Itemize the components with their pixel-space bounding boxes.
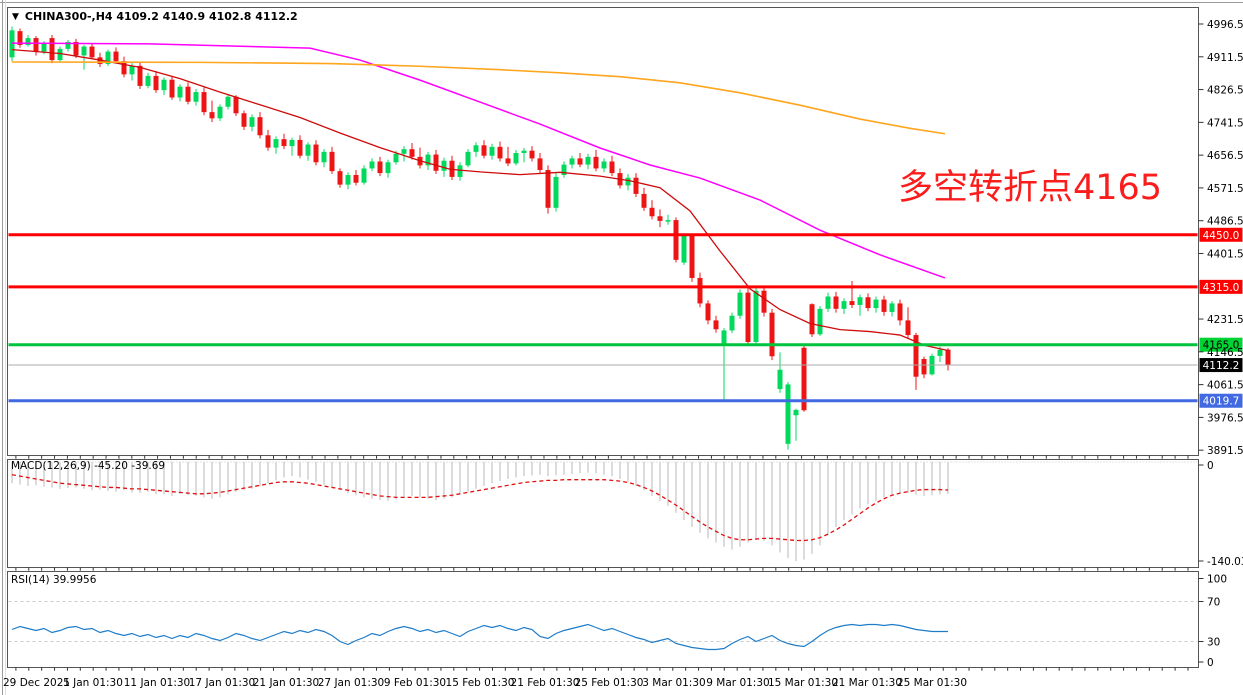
macd-pane-content: 0 -140.03 (8, 460, 1243, 568)
time-label: 25 Mar 01:30 (897, 677, 967, 689)
time-label: 25 Feb 01:30 (575, 677, 644, 689)
svg-text:0: 0 (1207, 657, 1214, 669)
time-label: 21 Mar 01:30 (832, 677, 902, 689)
svg-text:4146.5: 4146.5 (1207, 347, 1243, 359)
svg-text:4315.0: 4315.0 (1203, 282, 1240, 294)
price-badge-4165.0: 4165.0 (1199, 337, 1243, 352)
svg-text:4486.5: 4486.5 (1207, 216, 1243, 228)
svg-text:4826.5: 4826.5 (1207, 85, 1243, 97)
time-label: 21 Jan 01:30 (253, 677, 319, 689)
macd-indicator-label: MACD(12,26,9) -45.20 -39.69 (11, 460, 166, 472)
time-label: 27 Jan 01:30 (318, 677, 384, 689)
time-label: 17 Jan 01:30 (189, 677, 255, 689)
time-label: 29 Dec 2021 (3, 677, 70, 689)
svg-text:4112.2: 4112.2 (1203, 360, 1240, 372)
time-label: 15 Mar 01:30 (768, 677, 838, 689)
svg-text:0: 0 (1207, 460, 1214, 472)
price-badge-4019.7: 4019.7 (1199, 393, 1243, 408)
svg-text:4231.5: 4231.5 (1207, 314, 1243, 326)
rsi-line (11, 623, 948, 651)
window-left-edge (2, 0, 3, 695)
ma-mid-line (11, 42, 946, 279)
svg-text:4571.5: 4571.5 (1207, 183, 1243, 195)
svg-text:70: 70 (1207, 597, 1220, 609)
svg-text:100: 100 (1207, 574, 1227, 586)
svg-text:4450.0: 4450.0 (1203, 230, 1240, 242)
ma-slow-line (11, 61, 946, 135)
tick-ruler-1 (15, 567, 1189, 571)
svg-text:4019.7: 4019.7 (1203, 396, 1240, 408)
time-label: 11 Jan 01:30 (124, 677, 190, 689)
price-badge-4450.0: 4450.0 (1199, 227, 1243, 242)
macd-signal-line (11, 474, 949, 542)
tick-ruler-0 (15, 455, 1189, 459)
svg-text:4656.5: 4656.5 (1207, 150, 1243, 162)
rsi-indicator-label: RSI(14) 39.9956 (11, 574, 97, 586)
rsi-pane[interactable] (7, 571, 1199, 668)
price-scale[interactable]: 4996.5 4911.5 4826.5 4741.5 4656.5 4571.5 4486… (1198, 19, 1243, 457)
svg-text:4741.5: 4741.5 (1207, 117, 1243, 129)
window-top-edge (0, 2, 1243, 3)
candlestick-series (9, 26, 951, 450)
macd-pane[interactable] (7, 459, 1199, 568)
ma-fast-line (11, 49, 949, 352)
tick-ruler-2 (15, 667, 1189, 671)
main-pane[interactable] (7, 7, 1199, 456)
svg-text:30: 30 (1207, 637, 1220, 649)
chart-header: ▼ CHINA300-,H4 4109.2 4140.9 4102.8 4112… (12, 10, 298, 23)
rsi-pane-content: 100 70 30 0 (8, 574, 1227, 669)
svg-text:-140.03: -140.03 (1207, 556, 1243, 568)
time-label: 21 Feb 01:30 (511, 677, 580, 689)
time-label: 9 Mar 01:30 (706, 677, 769, 689)
svg-text:4996.5: 4996.5 (1207, 19, 1243, 31)
symbol-dropdown-icon[interactable]: ▼ (12, 11, 19, 22)
time-label: 15 Feb 01:30 (446, 677, 515, 689)
svg-text:4165.0: 4165.0 (1203, 340, 1240, 352)
svg-text:4061.5: 4061.5 (1207, 380, 1243, 392)
price-badge-4112.2: 4112.2 (1199, 358, 1243, 373)
price-badge-4315.0: 4315.0 (1199, 279, 1243, 294)
time-label: 3 Mar 01:30 (642, 677, 705, 689)
window-left-edge-light (5, 0, 6, 695)
svg-text:4911.5: 4911.5 (1207, 52, 1243, 64)
time-label: 9 Feb 01:30 (384, 677, 446, 689)
svg-text:4401.5: 4401.5 (1207, 248, 1243, 260)
svg-text:3891.5: 3891.5 (1207, 445, 1243, 457)
chart-title: CHINA300-,H4 4109.2 4140.9 4102.8 4112.2 (24, 10, 298, 23)
annotation-text: 多空转折点4165 (898, 168, 1163, 208)
svg-text:3976.5: 3976.5 (1207, 412, 1243, 424)
time-label: 5 Jan 01:30 (63, 677, 123, 689)
